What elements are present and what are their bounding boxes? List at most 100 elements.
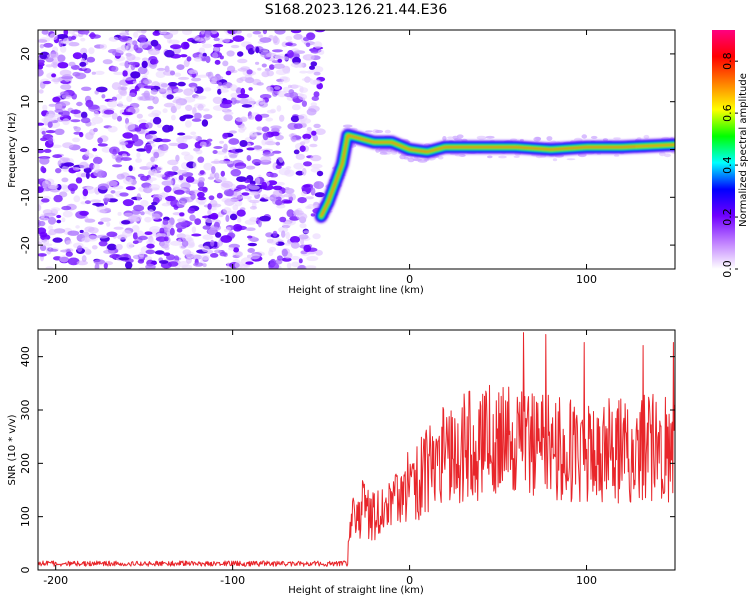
spectrogram-noise-blob	[176, 64, 185, 70]
spectrogram-noise-blob	[156, 166, 163, 172]
spectrogram-noise-blob	[76, 101, 83, 107]
spectrogram-noise-blob	[136, 152, 141, 159]
spectrogram-noise-blob	[106, 231, 118, 238]
spectrogram-noise-blob	[51, 78, 63, 83]
spectrogram-noise-blob	[270, 131, 280, 137]
spectrogram-noise-blob	[247, 248, 255, 253]
spectrogram-noise-blob	[42, 80, 52, 85]
spectrogram-noise-blob	[140, 199, 149, 207]
spectrogram-noise-blob	[128, 165, 133, 172]
spectrogram-x-ticks: -200 -100 0 100	[43, 30, 597, 286]
spectrogram-halo-blob	[590, 135, 598, 139]
spectrogram-noise-blob	[226, 50, 235, 57]
spectrogram-noise-blob	[220, 170, 225, 177]
spectrogram-noise-blob	[144, 216, 152, 223]
spectrogram-noise-blob	[241, 192, 250, 196]
spectrogram-noise-blob	[183, 154, 194, 162]
spectrogram-noise-blob	[150, 156, 155, 163]
spectrogram-noise-blob	[246, 155, 252, 162]
spectrogram-noise-blob	[215, 232, 222, 238]
spectrogram-noise-blob	[152, 31, 161, 36]
spectrogram-noise-blob	[132, 232, 139, 240]
snr-y-ticks: 0 100 200 300 400	[19, 346, 675, 574]
spectrogram-noise-blob	[140, 211, 145, 216]
y-tick-label: 0	[19, 567, 32, 574]
spectrogram-noise-blob	[274, 30, 286, 35]
spectrogram-noise-blob	[133, 204, 145, 212]
spectrogram-noise-blob	[259, 215, 271, 222]
spectrogram-noise-blob	[75, 177, 83, 184]
spectrogram-signal-ridge	[314, 124, 675, 223]
spectrogram-noise-blob	[252, 30, 262, 35]
snr-frame	[37, 329, 676, 571]
spectrogram-noise-blob	[170, 240, 182, 246]
spectrogram-noise-blob	[286, 262, 292, 269]
spectrogram-noise-blob	[72, 137, 81, 143]
spectrogram-noise-blob	[229, 213, 238, 221]
spectrogram-noise-blob	[86, 235, 99, 242]
spectrogram-noise-blob	[62, 210, 73, 218]
spectrogram-noise-blob	[297, 264, 307, 269]
spectrogram-noise-blob	[213, 46, 220, 52]
spectrogram-noise-blob	[296, 212, 308, 221]
spectrogram-noise-blob	[196, 74, 209, 78]
spectrogram-noise-blob	[118, 35, 129, 42]
spectrogram-noise-blob	[217, 240, 222, 248]
spectrogram-noise-blob	[276, 255, 283, 261]
spectrogram-noise-blob	[206, 138, 213, 142]
spectrogram-noise-blob	[207, 71, 214, 80]
spectrogram-noise-blob	[177, 81, 186, 87]
spectrogram-noise-blob	[193, 147, 201, 152]
spectrogram-noise-blob	[73, 126, 81, 132]
colorbar-tick-label: 0.8	[721, 52, 734, 70]
spectrogram-noise-blob	[54, 108, 63, 113]
spectrogram-noise-blob	[81, 256, 87, 261]
spectrogram-noise-blob	[162, 219, 169, 226]
y-tick-label: 400	[19, 346, 32, 367]
spectrogram-noise-blob	[213, 146, 223, 149]
spectrogram-noise-blob	[305, 196, 314, 200]
spectrogram-noise-blob	[298, 234, 309, 240]
spectrogram-noise-blob	[202, 234, 214, 240]
spectrogram-noise-blob	[225, 214, 230, 222]
spectrogram-noise-blob	[299, 145, 306, 152]
spectrogram-noise-blob	[177, 169, 182, 176]
spectrogram-noise-blob	[72, 71, 81, 77]
spectrogram-noise-blob	[240, 87, 246, 96]
spectrogram-noise-blob	[198, 177, 205, 183]
spectrogram-noise-blob	[38, 204, 42, 212]
spectrogram-noise-blob	[310, 213, 316, 217]
spectrogram-noise-blob	[158, 30, 168, 35]
spectrogram-noise-blob	[85, 171, 90, 179]
spectrogram-noise-blob	[223, 114, 233, 122]
spectrogram-noise-blob	[42, 104, 48, 111]
spectrogram-noise-blob	[45, 266, 54, 269]
spectrogram-noise-blob	[61, 205, 72, 211]
spectrogram-noise-blob	[79, 161, 89, 169]
spectrogram-noise-blob	[214, 249, 222, 254]
spectrogram-noise-blob	[144, 81, 149, 85]
spectrogram-noise-blob	[103, 262, 108, 269]
spectrogram-noise-blob	[216, 85, 228, 90]
spectrogram-noise-blob	[61, 217, 66, 223]
spectrogram-noise-blob	[234, 261, 244, 269]
spectrogram-noise-blob	[65, 240, 73, 245]
spectrogram-noise-blob	[65, 251, 73, 257]
spectrogram-noise-blob	[178, 76, 190, 80]
spectrogram-halo-blob	[546, 136, 553, 141]
spectrogram-noise-blob	[122, 230, 132, 237]
x-tick-label: 100	[576, 574, 597, 587]
spectrogram-noise-blob	[284, 242, 292, 246]
spectrogram-noise-blob	[290, 62, 303, 68]
spectrogram-noise-blob	[191, 233, 202, 237]
spectrogram-noise-blob	[158, 192, 169, 198]
snr-y-axis-label: SNR (10 * v/v)	[7, 414, 18, 485]
spectrogram-noise-blob	[310, 102, 317, 107]
spectrogram-noise-blob	[185, 104, 193, 111]
spectrogram-noise-blob	[113, 71, 124, 76]
spectrogram-noise-blob	[184, 166, 190, 172]
spectrogram-noise-blob	[150, 89, 158, 95]
spectrogram-noise-blob	[61, 74, 73, 81]
spectrogram-noise-blob	[62, 142, 74, 149]
spectrogram-noise-blob	[59, 91, 69, 97]
